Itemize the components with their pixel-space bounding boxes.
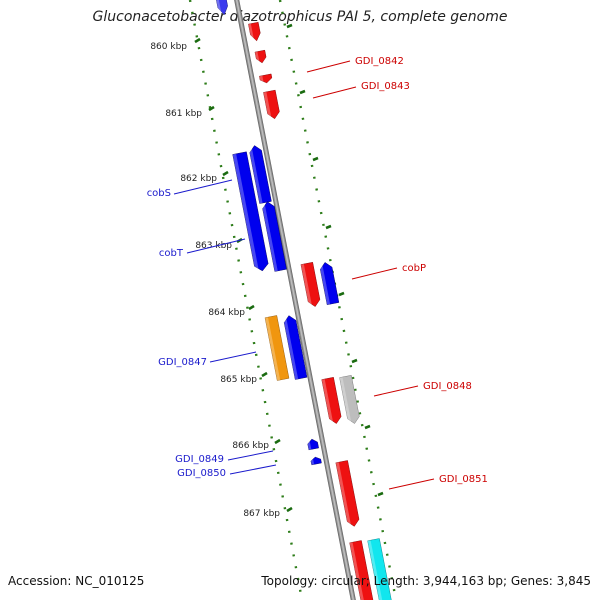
major-tick: [208, 105, 215, 112]
major-tick: [299, 89, 306, 95]
gene-arrow[interactable]: [335, 460, 360, 528]
tick-label: 863 kbp: [195, 241, 232, 251]
gene-arrow[interactable]: [307, 438, 319, 451]
gene-label[interactable]: GDI_0851: [439, 474, 488, 485]
major-tick: [274, 438, 281, 445]
major-tick: [261, 371, 268, 378]
gene-label[interactable]: cobP: [402, 263, 426, 274]
gene-arrow[interactable]: [300, 262, 321, 308]
leader-line: [351, 267, 398, 280]
major-tick: [194, 37, 201, 44]
gene-features: [215, 0, 393, 600]
gene-arrow[interactable]: [232, 151, 270, 273]
gene-labels: GDI_0842 GDI_0843 cobS cobT cobP GDI_084…: [147, 56, 488, 485]
leader-line: [312, 86, 357, 99]
major-tick: [338, 291, 345, 297]
leader-line: [227, 450, 274, 461]
leader-line: [229, 464, 277, 475]
major-tick: [377, 491, 384, 497]
leader-line: [373, 385, 419, 397]
topology-text: Topology: circular; Length: 3,944,163 bp…: [261, 574, 591, 588]
gene-arrow[interactable]: [254, 49, 267, 64]
gene-arrow[interactable]: [263, 89, 280, 120]
gene-leaders: [173, 60, 435, 490]
tick-label: 865 kbp: [220, 375, 257, 385]
tick-label: 867 kbp: [243, 509, 280, 519]
gene-arrow[interactable]: [261, 200, 287, 272]
major-tick: [248, 304, 255, 311]
gene-arrow[interactable]: [349, 540, 375, 600]
major-tick: [286, 506, 293, 513]
major-tick: [364, 424, 371, 430]
scale-tick-labels: 860 kbp 861 kbp 862 kbp 863 kbp 864 kbp …: [150, 42, 280, 519]
tick-label: 864 kbp: [208, 308, 245, 318]
major-tick: [286, 23, 293, 29]
accession-text: Accession: NC_010125: [8, 574, 145, 588]
major-tick: [222, 170, 229, 177]
gene-arrow[interactable]: [264, 315, 290, 381]
major-tick: [325, 224, 332, 230]
gene-label[interactable]: GDI_0850: [177, 468, 226, 479]
gene-arrow[interactable]: [215, 0, 229, 16]
leader-line: [306, 60, 351, 73]
genome-title: Gluconacetobacter diazotrophicus PAI 5, …: [92, 9, 508, 25]
genome-backbone: [233, 0, 357, 600]
gene-label[interactable]: GDI_0843: [361, 81, 410, 92]
gene-arrow[interactable]: [248, 21, 261, 42]
tick-label: 860 kbp: [150, 42, 187, 52]
leader-line: [388, 478, 435, 490]
gene-label[interactable]: cobS: [147, 188, 171, 199]
gene-arrow[interactable]: [310, 456, 322, 466]
leader-line: [209, 351, 257, 363]
tick-label: 866 kbp: [232, 441, 269, 451]
gene-arrow[interactable]: [321, 377, 343, 425]
gene-arrow[interactable]: [367, 538, 393, 600]
gene-label[interactable]: GDI_0848: [423, 381, 472, 392]
leader-line: [173, 179, 233, 195]
leader-line: [186, 238, 246, 254]
gene-label[interactable]: GDI_0847: [158, 357, 207, 368]
gene-arrow[interactable]: [249, 144, 272, 204]
gene-arrow[interactable]: [283, 314, 308, 380]
tick-label: 861 kbp: [165, 109, 202, 119]
gene-arrow[interactable]: [339, 375, 361, 425]
major-tick: [312, 156, 319, 162]
gene-label[interactable]: cobT: [159, 248, 184, 259]
gene-label[interactable]: GDI_0842: [355, 56, 404, 67]
gene-label[interactable]: GDI_0849: [175, 454, 224, 465]
major-tick: [351, 358, 358, 364]
gene-arrow[interactable]: [259, 73, 273, 85]
gene-arrow[interactable]: [319, 261, 340, 305]
tick-label: 862 kbp: [180, 174, 217, 184]
